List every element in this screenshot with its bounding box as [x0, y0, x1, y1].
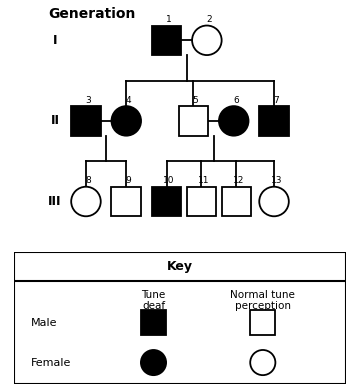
Text: Male: Male	[31, 318, 58, 328]
Text: Female: Female	[31, 358, 71, 367]
Text: III: III	[48, 195, 62, 208]
Text: Tune
deaf: Tune deaf	[141, 290, 166, 311]
Circle shape	[250, 350, 275, 375]
Circle shape	[112, 106, 141, 136]
Bar	[250, 310, 275, 335]
Text: 7: 7	[273, 96, 279, 105]
Text: 11: 11	[198, 176, 210, 185]
Text: 4: 4	[126, 96, 131, 105]
Bar	[112, 187, 141, 216]
Circle shape	[141, 350, 166, 375]
Text: 5: 5	[193, 96, 198, 105]
Text: 3: 3	[85, 96, 91, 105]
Bar	[141, 310, 166, 335]
Text: 9: 9	[126, 176, 131, 185]
Circle shape	[219, 106, 248, 136]
Text: I: I	[53, 34, 57, 47]
Circle shape	[71, 187, 101, 216]
Bar	[222, 187, 251, 216]
Bar	[187, 187, 216, 216]
Text: Generation: Generation	[48, 7, 136, 21]
Text: 1: 1	[166, 15, 172, 24]
Circle shape	[192, 25, 222, 55]
Bar	[152, 25, 181, 55]
Bar	[71, 106, 101, 136]
Text: 12: 12	[233, 176, 244, 185]
Text: 2: 2	[206, 15, 212, 24]
Bar	[179, 106, 208, 136]
Text: 8: 8	[85, 176, 91, 185]
Text: II: II	[50, 114, 59, 128]
Text: 13: 13	[270, 176, 282, 185]
Text: 10: 10	[163, 176, 175, 185]
Text: Normal tune
perception: Normal tune perception	[230, 290, 295, 311]
Text: Key: Key	[167, 260, 193, 273]
Text: 6: 6	[233, 96, 239, 105]
Circle shape	[259, 187, 289, 216]
Bar	[152, 187, 181, 216]
Bar	[259, 106, 289, 136]
